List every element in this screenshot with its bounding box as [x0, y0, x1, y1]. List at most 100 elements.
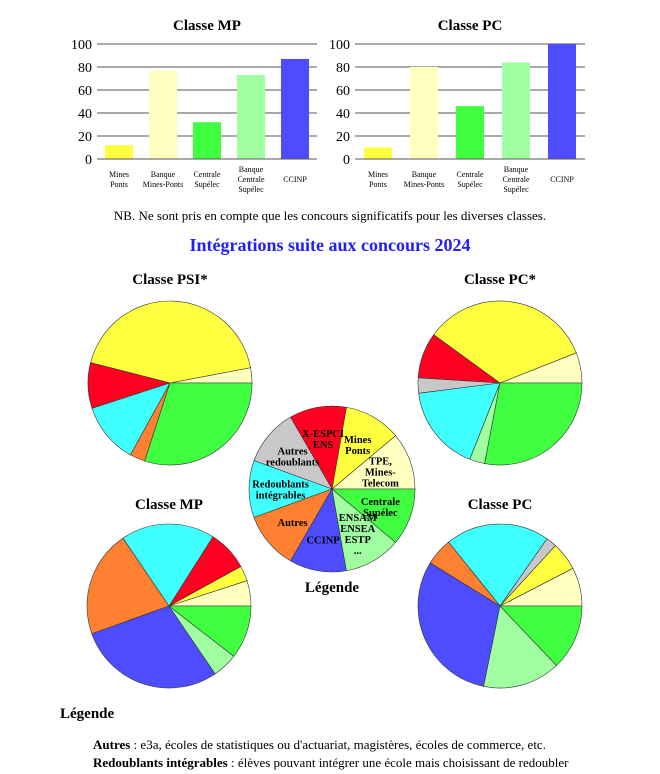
x-tick-label: Centrale — [193, 170, 221, 179]
legend-heading: Légende — [60, 706, 115, 722]
chart-title: Classe MP — [173, 18, 241, 34]
slice-label: ESTP — [345, 535, 372, 546]
slice-label: ENSAM — [339, 513, 377, 524]
pie-slice — [90, 300, 251, 384]
y-tick-label: 100 — [71, 38, 92, 53]
bar — [237, 75, 265, 159]
pie-slice — [168, 605, 252, 657]
main-title: Intégrations suite aux concours 2024 — [189, 235, 471, 255]
x-tick-label: Mines-Ponts — [404, 180, 444, 189]
note-text: : e3a, écoles de statistiques ou d'actua… — [130, 737, 546, 752]
y-tick-label: 20 — [78, 130, 92, 145]
pie-chart — [87, 300, 253, 466]
slice-label: redoublants — [266, 457, 320, 468]
x-tick-label: Centrale — [502, 175, 530, 184]
pie-slice — [144, 382, 253, 466]
y-tick-label: 0 — [85, 153, 92, 168]
slice-label: ENS — [313, 440, 334, 451]
x-tick-label: Mines — [109, 170, 129, 179]
pie-slice — [484, 382, 583, 466]
slice-label: Autres — [278, 446, 308, 457]
pie-chart — [248, 405, 416, 573]
bar — [149, 70, 177, 159]
y-tick-label: 80 — [78, 61, 92, 76]
pie-slice — [499, 605, 583, 666]
x-tick-label: Supélec — [457, 180, 483, 189]
slice-label: ENSEA — [340, 524, 375, 535]
y-tick-label: 0 — [343, 153, 350, 168]
bar — [281, 58, 309, 160]
slice-label: CCINP — [306, 536, 340, 547]
x-tick-label: Ponts — [110, 180, 128, 189]
pie-slice — [448, 523, 548, 607]
x-tick-label: Supélec — [194, 180, 220, 189]
chart-title: Classe PC* — [464, 272, 536, 288]
x-tick-label: Supélec — [503, 185, 529, 194]
note-autres: Autres : e3a, écoles de statistiques ou … — [93, 737, 546, 753]
slice-label: Redoublants — [252, 480, 309, 491]
y-tick-label: 60 — [336, 84, 350, 99]
slice-label: ... — [354, 546, 362, 557]
chart-title: Classe PSI* — [132, 272, 207, 288]
pie-slice — [418, 382, 501, 460]
chart-title: Légende — [305, 580, 360, 596]
pie-slice — [331, 488, 416, 543]
bar — [548, 44, 576, 159]
x-tick-label: Mines — [368, 170, 388, 179]
x-tick-label: Centrale — [456, 170, 484, 179]
y-tick-label: 40 — [336, 107, 350, 122]
slice-label: Telecom — [362, 478, 399, 489]
bar — [193, 122, 221, 159]
chart-title: Classe PC — [438, 18, 503, 34]
x-tick-label: Supélec — [238, 185, 264, 194]
pie-chart — [417, 300, 583, 466]
x-tick-label: Banque — [412, 170, 437, 179]
slice-label: X-ESPCI — [302, 429, 344, 440]
pie-slice — [433, 300, 577, 384]
bar — [410, 67, 438, 159]
y-tick-label: 40 — [78, 107, 92, 122]
bar — [456, 106, 484, 159]
pie-slice — [417, 562, 501, 687]
y-tick-label: 20 — [336, 130, 350, 145]
note-term: Autres — [93, 737, 131, 752]
pie-chart — [417, 523, 583, 689]
slice-label: intégrables — [256, 491, 306, 502]
note-term: Redoublants intégrables — [93, 755, 228, 770]
chart-title: Classe MP — [135, 497, 203, 513]
pie-slice — [91, 382, 171, 456]
x-tick-label: CCINP — [283, 175, 307, 184]
x-tick-label: CCINP — [550, 175, 574, 184]
x-tick-label: Banque — [151, 170, 176, 179]
pie-slice — [122, 523, 214, 607]
pie-slice — [86, 537, 170, 635]
pie-slice — [483, 605, 557, 689]
chart-title: Classe PC — [468, 497, 533, 513]
bar-chart — [355, 43, 585, 160]
x-tick-label: Centrale — [237, 175, 265, 184]
slice-label: Mines- — [365, 467, 396, 478]
bar-chart — [97, 43, 317, 160]
x-tick-label: Banque — [239, 165, 264, 174]
slice-label: TPE, — [369, 456, 392, 467]
y-tick-label: 60 — [78, 84, 92, 99]
y-tick-label: 80 — [336, 61, 350, 76]
x-tick-label: Mines-Ponts — [143, 180, 183, 189]
pie-chart — [86, 523, 252, 689]
slice-label: Ponts — [345, 446, 370, 457]
nb-note: NB. Ne sont pris en compte que les conco… — [113, 208, 547, 223]
note-redoublants: Redoublants intégrables : élèves pouvant… — [93, 755, 569, 771]
slice-label: Centrale — [361, 497, 400, 508]
bar — [502, 62, 530, 159]
bar — [364, 147, 392, 159]
slice-label: Mines — [344, 435, 371, 446]
x-tick-label: Ponts — [369, 180, 387, 189]
slice-label: Autres — [278, 518, 308, 529]
y-tick-label: 100 — [329, 38, 350, 53]
slice-label: Supélec — [363, 508, 398, 519]
note-text: : élèves pouvant intégrer une école mais… — [227, 755, 569, 770]
bar — [105, 145, 133, 159]
x-tick-label: Banque — [504, 165, 529, 174]
